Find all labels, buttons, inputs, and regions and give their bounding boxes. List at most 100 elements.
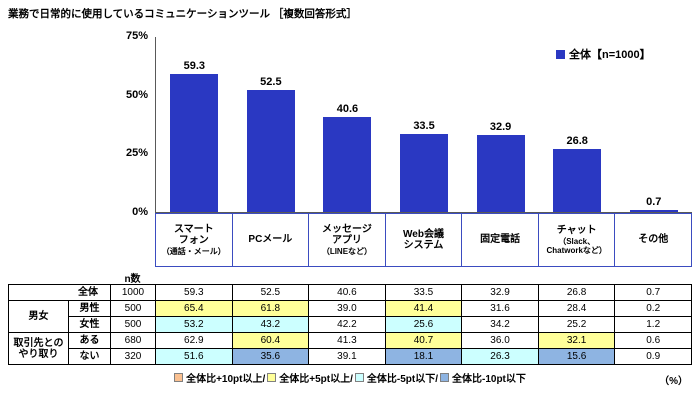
bar-column-smartphone: 59.3	[156, 37, 233, 212]
table-cell: 40.7	[384, 332, 463, 349]
data-table: 全体 1000 59.3 52.5 40.6 33.5 32.9 26.8 0.…	[8, 284, 692, 365]
table-cell: 18.1	[384, 348, 463, 365]
table-cell: 0.7	[614, 284, 692, 301]
bars-container: 59.3 52.5 40.6 33.5 32.9 26.8	[156, 37, 692, 212]
n-value: 500	[110, 300, 156, 317]
bar-message-app	[323, 117, 372, 212]
category-main-text: Web会議 システム	[403, 228, 444, 252]
table-cell: 25.6	[384, 316, 463, 333]
n-value: 500	[110, 316, 156, 333]
table-cell: 52.5	[231, 284, 310, 301]
category-main-text: チャット	[556, 225, 597, 237]
bar-landline	[476, 135, 525, 212]
table-cell: 36.0	[461, 332, 539, 349]
category-label-web-conference: Web会議 システム	[384, 213, 463, 267]
category-label-smartphone: スマート フォン （通話・メール）	[155, 213, 233, 267]
legend-item-label: 全体比-10pt以下	[452, 374, 526, 385]
legend-swatch-minus10	[440, 373, 449, 382]
table-cell: 53.2	[155, 316, 233, 333]
table-cell: 34.2	[461, 316, 539, 333]
table-cell: 65.4	[155, 300, 233, 317]
category-main-text: メッセージ アプリ	[322, 223, 372, 247]
row-label-female: 女性	[68, 316, 111, 333]
category-label-message-app: メッセージ アプリ （LINEなど）	[308, 213, 386, 267]
table-row-partner-yes: 取引先との やり取り ある 680 62.9 60.4 41.3 40.7 36…	[8, 332, 692, 365]
legend-item-plus10: 全体比+10pt以上/	[174, 370, 265, 385]
legend-item-label: 全体比+10pt以上/	[186, 374, 266, 385]
table-cell: 40.6	[308, 284, 386, 301]
legend-label: 全体【n=1000】	[569, 49, 651, 61]
bar-column-pc-mail: 52.5	[233, 37, 310, 212]
y-axis-tick-25: 25%	[125, 147, 148, 159]
category-sub-text: （LINEなど）	[321, 246, 373, 256]
table-cell: 33.5	[384, 284, 463, 301]
bar-value-label: 33.5	[413, 119, 435, 132]
chart-legend: 全体【n=1000】	[556, 46, 651, 62]
table-cell: 59.3	[155, 284, 233, 301]
legend-swatch-plus10	[174, 373, 184, 382]
table-cell: 28.4	[537, 300, 616, 317]
bar-column-other: 0.7	[615, 37, 692, 212]
table-cell: 1.2	[614, 316, 692, 333]
row-label-zentai: 全体	[8, 284, 111, 301]
table-cell: 26.3	[461, 348, 539, 365]
n-count-header: n数	[124, 274, 141, 285]
y-axis-tick-0: 0%	[132, 206, 148, 218]
row-label-yes: ある	[68, 332, 111, 349]
bar-web-conference	[400, 133, 449, 212]
row-label-male: 男性	[68, 300, 111, 317]
bar-value-label: 40.6	[336, 103, 359, 116]
legend-item-plus5: 全体比+5pt以上/	[267, 370, 353, 385]
table-cell: 42.2	[308, 316, 386, 333]
bar-other	[629, 210, 678, 212]
table-cell: 61.8	[231, 300, 310, 317]
category-label-landline: 固定電話	[461, 213, 539, 267]
category-label-pc-mail: PCメール	[231, 213, 310, 267]
category-label-other: その他	[614, 213, 693, 267]
category-main-text: その他	[638, 234, 669, 246]
legend-swatch-plus5	[267, 373, 277, 382]
category-main-text: 固定電話	[480, 234, 521, 246]
table-cell: 62.9	[155, 332, 233, 349]
table-cell: 0.6	[614, 332, 692, 349]
y-axis-tick-75: 75%	[125, 30, 148, 42]
y-axis-tick-50: 50%	[125, 89, 148, 101]
table-cell: 32.9	[461, 284, 539, 301]
footer-legend-items: 全体比+10pt以上/ 全体比+5pt以上/ 全体比-5pt以下/ 全体比-10…	[8, 370, 692, 385]
table-cell: 43.2	[231, 316, 310, 333]
group-label-partner: 取引先との やり取り	[8, 332, 69, 365]
table-cell: 35.6	[231, 348, 310, 365]
legend-swatch-minus5	[354, 373, 364, 382]
footer-legend: 全体比+10pt以上/ 全体比+5pt以上/ 全体比-5pt以下/ 全体比-10…	[8, 370, 692, 387]
bar-pc-mail	[246, 89, 295, 212]
table-cell: 26.8	[537, 284, 616, 301]
legend-item-label: 全体比+5pt以上/	[279, 374, 353, 385]
table-cell: 0.2	[614, 300, 692, 317]
bar-value-label: 26.8	[566, 135, 588, 148]
n-value: 1000	[110, 284, 156, 301]
table-cell: 0.9	[614, 348, 692, 365]
table-row-partner-no: ない 320 51.6 35.6 39.1 18.1 26.3 15.6 0.9	[9, 348, 692, 365]
category-axis: スマート フォン （通話・メール） PCメール メッセージ アプリ （LINEな…	[155, 213, 693, 267]
category-label-chat: チャット （Slack、 Chatworkなど）	[537, 213, 616, 267]
table-cell: 15.6	[537, 348, 616, 365]
legend-item-label: 全体比-5pt以下/	[366, 374, 438, 385]
table-cell: 41.4	[384, 300, 463, 317]
bar-value-label: 59.3	[183, 59, 205, 72]
bar-column-chat: 26.8	[539, 37, 616, 212]
table-row-male: 男女 男性 500 65.4 61.8 39.0 41.4 31.6 28.4 …	[8, 300, 692, 333]
bar-value-label: 32.9	[489, 121, 512, 134]
category-sub-text: （通話・メール）	[161, 246, 226, 256]
row-label-no: ない	[68, 348, 111, 365]
table-cell: 41.3	[308, 332, 386, 349]
group-label-gender: 男女	[8, 300, 69, 333]
n-value: 320	[110, 348, 156, 365]
bar-column-web-conference: 33.5	[386, 37, 463, 212]
table-cell: 60.4	[231, 332, 310, 349]
bar-chat	[553, 149, 602, 212]
legend-swatch-zentai	[556, 49, 565, 59]
legend-item-minus5: 全体比-5pt以下/	[354, 370, 438, 385]
bar-value-label: 0.7	[646, 196, 662, 209]
table-row-female: 女性 500 53.2 43.2 42.2 25.6 34.2 25.2 1.2	[9, 316, 692, 333]
